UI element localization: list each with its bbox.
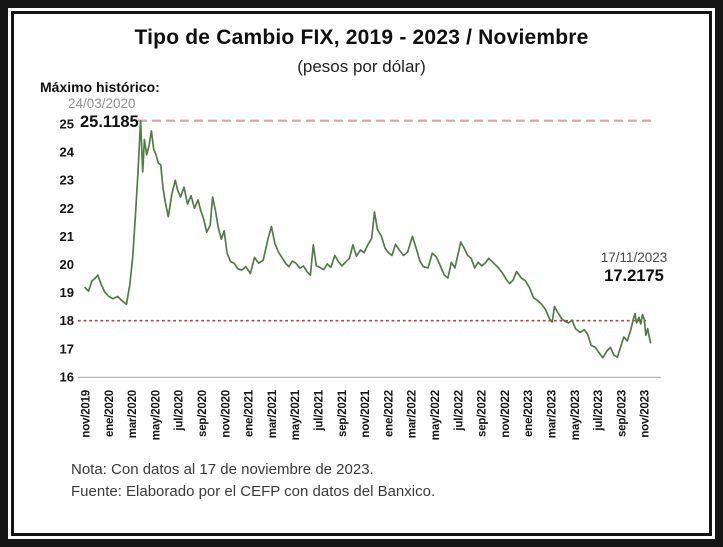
y-tick-label: 17 xyxy=(60,341,74,356)
y-tick-label: 19 xyxy=(60,285,74,300)
x-tick-label: ene/2022 xyxy=(383,390,395,437)
max-historic-value: 25.1185 xyxy=(80,113,139,131)
x-tick-label: mar/2022 xyxy=(407,390,419,438)
y-tick-label: 20 xyxy=(60,257,74,272)
x-tick-label: ene/2021 xyxy=(244,389,256,437)
y-tick-label: 23 xyxy=(60,173,74,188)
fix-exchange-rate-series xyxy=(84,119,652,359)
max-historic-annotation: Máximo histórico: 24/03/2020 25.1185 xyxy=(40,79,160,132)
chart-subtitle: (pesos por dólar) xyxy=(297,57,426,76)
last-value-number: 17.2175 xyxy=(604,267,664,285)
x-tick-label: sep/2022 xyxy=(477,390,489,437)
max-historic-date: 24/03/2020 xyxy=(68,96,136,111)
x-tick-label: may/2020 xyxy=(150,390,162,440)
footnotes: Nota: Con datos al 17 de noviembre de 20… xyxy=(71,459,435,503)
x-tick-label: ene/2020 xyxy=(104,390,116,437)
last-value-annotation: 17/11/2023 17.2175 xyxy=(586,250,682,286)
x-tick-label: jul/2020 xyxy=(174,390,186,432)
last-value-date: 17/11/2023 xyxy=(600,250,668,265)
x-tick-label: mar/2021 xyxy=(267,389,279,438)
y-tick-label: 25 xyxy=(60,117,74,132)
x-tick-label: nov/2022 xyxy=(500,390,512,438)
y-tick-label: 24 xyxy=(60,145,75,160)
x-tick-label: jul/2022 xyxy=(453,390,465,432)
x-tick-label: may/2022 xyxy=(430,390,442,440)
x-tick-label: mar/2020 xyxy=(127,390,139,438)
y-tick-label: 16 xyxy=(60,369,74,384)
y-tick-label: 18 xyxy=(60,313,74,328)
x-tick-label: jul/2023 xyxy=(593,390,605,432)
y-tick-label: 22 xyxy=(60,201,74,216)
x-tick-label: nov/2020 xyxy=(220,390,232,438)
note-line: Nota: Con datos al 17 de noviembre de 20… xyxy=(71,461,374,478)
x-tick-label: may/2023 xyxy=(570,390,582,440)
max-historic-label: Máximo histórico: xyxy=(40,79,160,95)
x-tick-label: ene/2023 xyxy=(523,390,535,437)
x-tick-label: nov/2021 xyxy=(360,389,372,437)
x-tick-label: may/2021 xyxy=(290,389,302,440)
chart-title: Tipo de Cambio FIX, 2019 - 2023 / Noviem… xyxy=(134,26,589,49)
x-tick-label: sep/2021 xyxy=(337,389,349,437)
x-tick-label: nov/2019 xyxy=(81,390,93,438)
y-tick-label: 21 xyxy=(60,229,74,244)
x-tick-label: sep/2020 xyxy=(197,390,209,437)
x-tick-label: nov/2023 xyxy=(640,390,652,438)
x-tick-label: jul/2021 xyxy=(314,389,326,431)
x-tick-label: mar/2023 xyxy=(547,390,559,438)
source-line: Fuente: Elaborado por el CEFP con datos … xyxy=(71,483,436,500)
x-tick-label: sep/2023 xyxy=(616,390,628,437)
